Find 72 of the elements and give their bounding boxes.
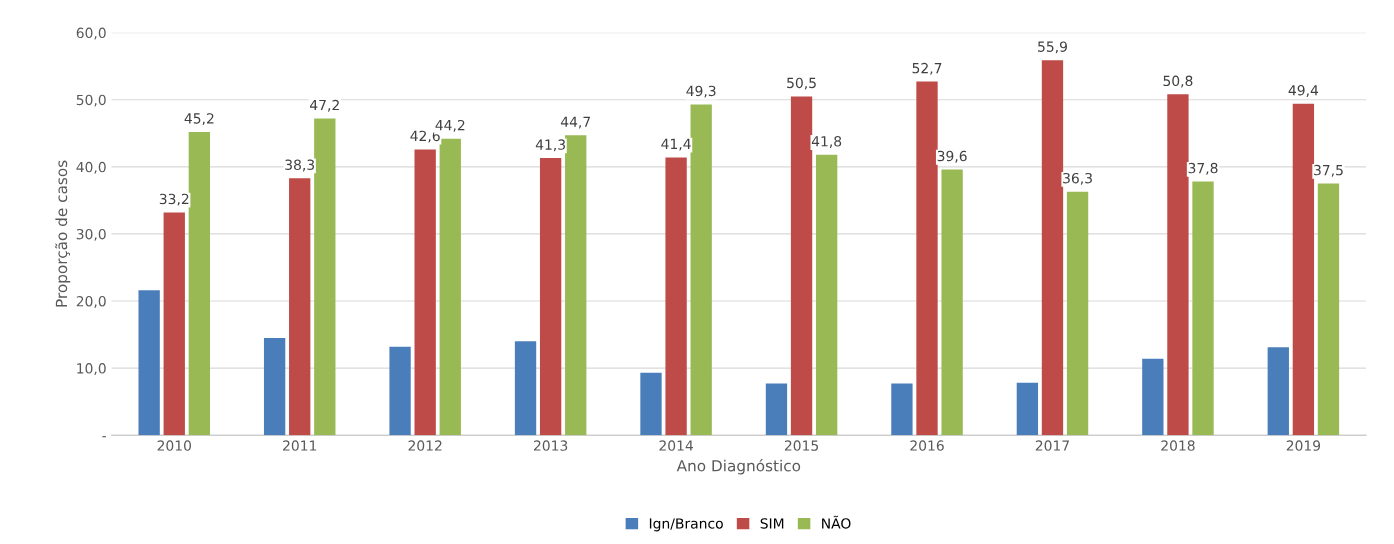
y-axis-title: Proporção de casos <box>55 160 71 307</box>
data-label: 37,8 <box>1188 162 1218 175</box>
bar <box>665 157 687 436</box>
x-tick-label: 2011 <box>283 440 317 451</box>
bar <box>765 383 788 436</box>
bar <box>1292 103 1315 436</box>
data-label: 38,3 <box>285 159 315 172</box>
data-label: 44,7 <box>560 116 590 129</box>
data-label: 52,7 <box>912 62 942 75</box>
x-tick-label: 2019 <box>1286 440 1321 451</box>
legend-label: Ign/Branco <box>649 518 723 532</box>
bar <box>1192 181 1214 436</box>
bar <box>514 341 537 436</box>
bar <box>1267 347 1289 436</box>
x-tick-label: 2010 <box>157 440 191 451</box>
x-tick-label: 2016 <box>910 440 944 451</box>
data-label: 47,2 <box>310 99 339 112</box>
bar <box>790 96 813 436</box>
bar <box>891 383 913 436</box>
bar <box>1041 60 1064 436</box>
data-label: 55,9 <box>1038 41 1067 54</box>
data-label: 41,3 <box>535 139 565 152</box>
x-tick-label: 2017 <box>1035 440 1069 451</box>
data-label: 36,3 <box>1063 172 1092 185</box>
data-label: 33,2 <box>159 193 189 206</box>
bar <box>389 346 411 436</box>
y-tick-label: 10,0 <box>77 363 106 375</box>
data-label: 37,5 <box>1314 164 1343 177</box>
data-label: 42,6 <box>410 130 440 143</box>
bar <box>1066 191 1089 436</box>
bar <box>941 169 963 436</box>
data-label: 45,2 <box>184 113 214 126</box>
bar <box>439 138 461 436</box>
x-tick-label: 2015 <box>784 440 819 451</box>
bar <box>916 81 938 436</box>
y-tick-label: 50,0 <box>76 94 106 107</box>
bar <box>414 149 436 436</box>
bar <box>690 104 712 436</box>
y-tick-label: - <box>102 436 106 438</box>
x-tick-label: 2012 <box>408 440 442 451</box>
data-label: 50,8 <box>1163 75 1193 88</box>
legend-label: NÃO <box>822 515 851 529</box>
bar <box>1317 183 1340 436</box>
bar <box>289 178 311 436</box>
y-tick-label: 30,0 <box>76 228 106 241</box>
data-label: 49,4 <box>1288 85 1319 97</box>
bar <box>815 154 838 436</box>
bar <box>1142 358 1164 436</box>
data-label: 41,4 <box>661 138 691 151</box>
y-tick-label: 20,0 <box>76 295 106 308</box>
data-label: 50,5 <box>787 77 816 90</box>
x-tick-label: 2014 <box>659 440 693 451</box>
y-tick-label: 60,0 <box>76 27 106 40</box>
data-label: 44,2 <box>435 119 465 132</box>
bar <box>188 131 211 436</box>
x-tick-label: 2013 <box>533 440 568 451</box>
y-tick-label: 40,0 <box>76 161 106 174</box>
bar <box>138 290 160 436</box>
legend-label: SIM <box>760 518 784 529</box>
bar <box>640 372 662 436</box>
bar <box>263 337 286 436</box>
data-label: 41,8 <box>811 136 842 148</box>
bar <box>1016 382 1039 436</box>
bar <box>1167 94 1189 436</box>
x-tick-label: 2018 <box>1161 440 1195 451</box>
bar <box>539 158 562 436</box>
x-axis-title: Ano Diagnóstico <box>676 459 801 475</box>
bar <box>565 135 587 436</box>
bar <box>163 212 185 436</box>
data-label: 39,6 <box>937 150 967 163</box>
bar <box>314 118 336 436</box>
data-label: 49,3 <box>686 85 716 98</box>
